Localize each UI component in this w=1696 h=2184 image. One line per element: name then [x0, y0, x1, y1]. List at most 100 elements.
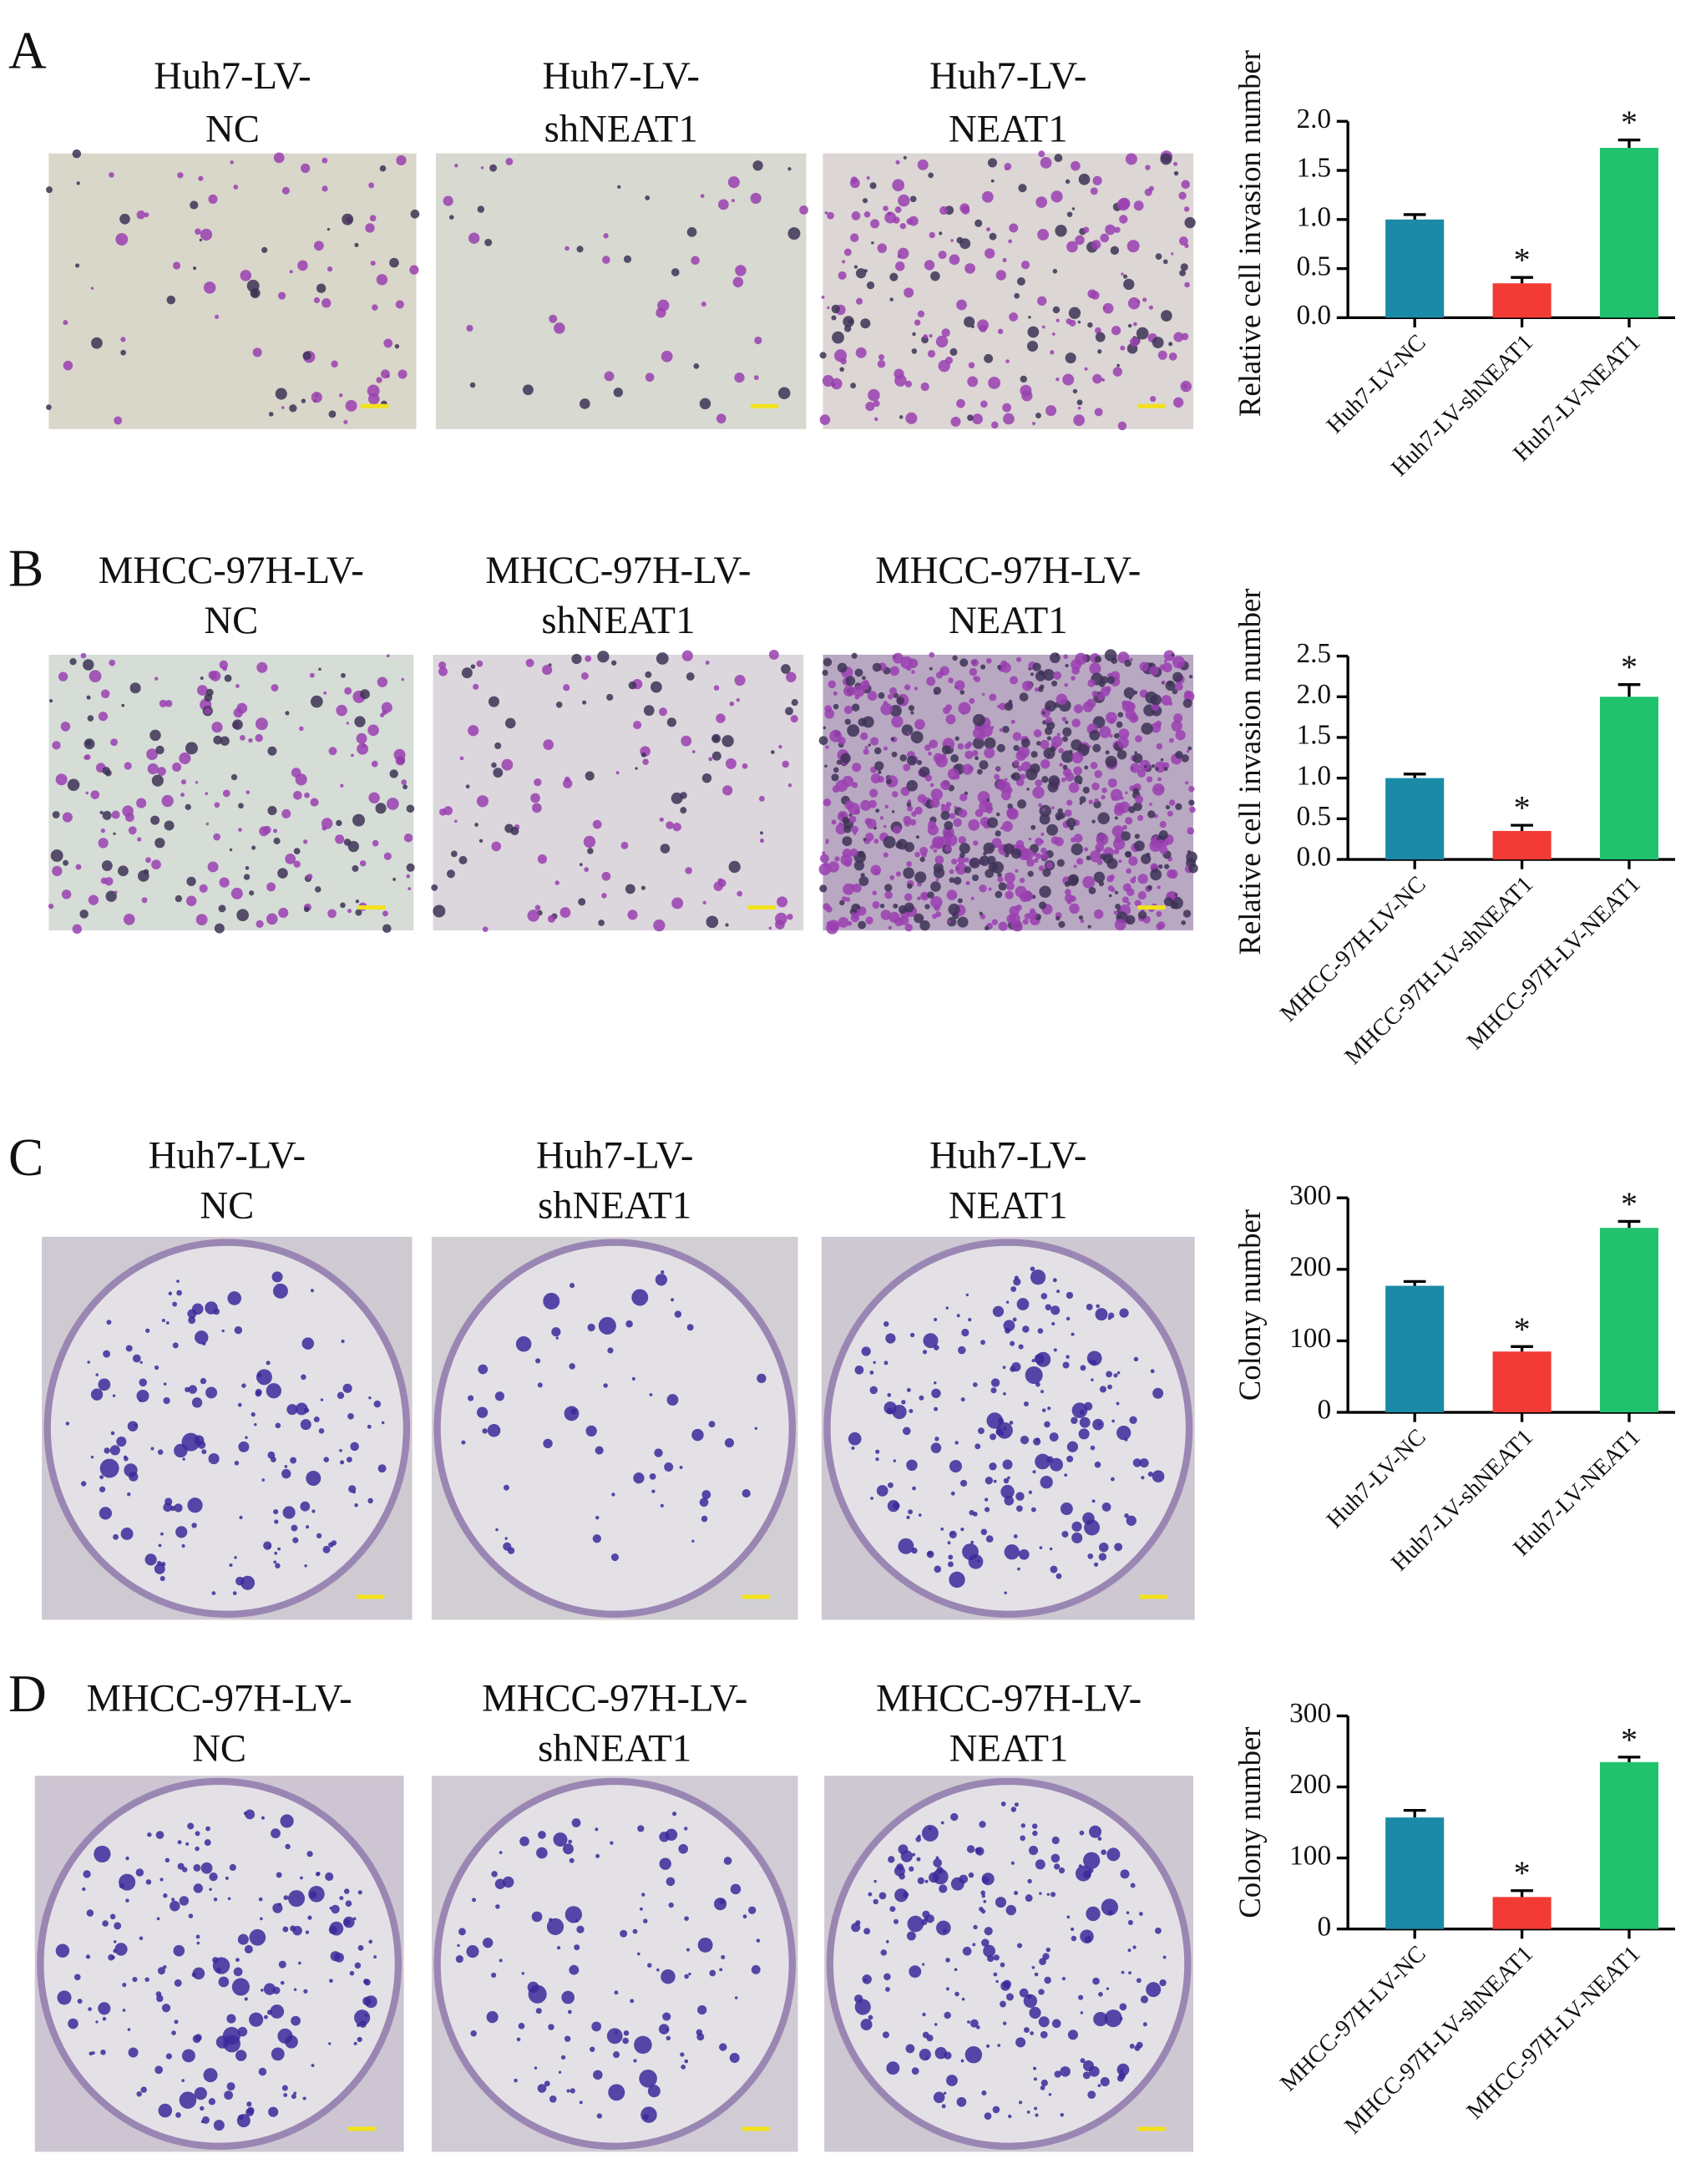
stain-dot — [234, 1556, 237, 1559]
stain-dot — [679, 1466, 683, 1469]
stain-dot — [132, 1354, 141, 1363]
error-bar — [1511, 1889, 1533, 1898]
stain-dot — [1062, 1361, 1070, 1369]
stain-dot — [195, 2034, 202, 2041]
stain-dot — [109, 1913, 116, 1920]
stain-dot — [1122, 274, 1128, 279]
stain-dot — [869, 1386, 878, 1395]
stain-dot — [947, 1541, 951, 1545]
bar — [1492, 1351, 1552, 1413]
stain-dot — [1141, 1476, 1145, 1480]
stain-dot — [1046, 823, 1058, 836]
stain-dot — [985, 657, 992, 664]
stain-dot — [932, 914, 938, 920]
stain-dot — [984, 1507, 990, 1513]
stain-dot — [113, 832, 116, 835]
stain-dot — [1080, 1365, 1086, 1371]
stain-dot — [688, 1972, 691, 1976]
stain-dot — [777, 387, 791, 400]
stain-dot — [1086, 698, 1096, 708]
stain-dot — [1128, 696, 1132, 700]
stain-dot — [316, 283, 327, 293]
stain-dot — [691, 750, 696, 753]
scale-bar — [1137, 403, 1166, 408]
image-title: NC — [204, 599, 258, 642]
stain-dot — [273, 1508, 279, 1515]
stain-dot — [945, 1987, 949, 1991]
stain-dot — [254, 1423, 257, 1426]
stain-dot — [1165, 804, 1171, 810]
stain-dot — [267, 746, 277, 756]
stain-dot — [514, 2078, 518, 2083]
stain-dot — [873, 1879, 877, 1883]
stain-dot — [868, 388, 880, 402]
stain-dot — [691, 1539, 695, 1543]
stain-dot — [979, 760, 989, 770]
stain-dot — [920, 382, 929, 392]
stain-dot — [873, 839, 879, 844]
stain-dot — [173, 1944, 185, 1957]
stain-dot — [760, 831, 763, 835]
stain-dot — [1039, 885, 1051, 898]
stain-dot — [719, 1968, 723, 1972]
stain-dot — [1055, 225, 1067, 237]
stain-dot — [1156, 839, 1165, 848]
stain-dot — [86, 1909, 94, 1917]
stain-dot — [1160, 758, 1164, 762]
stain-dot — [229, 1563, 233, 1568]
stain-dot — [684, 1827, 688, 1831]
stain-dot — [997, 328, 1004, 335]
stain-dot — [1189, 674, 1193, 679]
stain-dot — [354, 1962, 362, 1969]
stain-dot — [583, 835, 596, 849]
stain-dot — [883, 1321, 889, 1327]
stain-dot — [525, 658, 534, 667]
stain-dot — [123, 914, 135, 925]
stain-dot — [300, 1876, 303, 1880]
stain-dot — [818, 736, 828, 746]
stain-dot — [1134, 751, 1137, 754]
stain-dot — [386, 654, 390, 658]
stain-dot — [879, 816, 884, 820]
stain-dot — [954, 863, 967, 875]
stain-dot — [1090, 762, 1098, 769]
stain-dot — [110, 738, 118, 747]
stain-dot — [681, 650, 693, 661]
stain-dot — [1048, 775, 1061, 787]
stain-dot — [868, 743, 871, 747]
stain-dot — [191, 1397, 203, 1408]
stain-dot — [62, 812, 73, 823]
stain-dot — [237, 2026, 248, 2037]
stain-dot — [160, 1532, 164, 1536]
stain-dot — [924, 904, 930, 910]
stain-dot — [1113, 910, 1118, 915]
stain-dot — [587, 1323, 595, 1332]
stain-dot — [115, 233, 129, 246]
x-tick-label: MHCC-97H-LV-shNEAT1 — [1340, 871, 1538, 1069]
stain-dot — [236, 909, 249, 922]
stain-dot — [1150, 396, 1157, 403]
stain-dot — [827, 306, 830, 310]
stain-dot — [1003, 843, 1015, 854]
stain-dot — [128, 2047, 139, 2058]
stain-dot — [1046, 736, 1052, 741]
stain-dot — [1094, 1461, 1101, 1468]
stain-dot — [959, 1479, 968, 1487]
stain-dot — [914, 871, 927, 884]
stain-dot — [1152, 1387, 1164, 1399]
stain-dot — [1149, 666, 1159, 676]
stain-dot — [569, 1363, 575, 1370]
stain-dot — [972, 1943, 976, 1947]
stain-dot — [1060, 2113, 1065, 2117]
stain-dot — [1080, 2058, 1086, 2064]
stain-dot — [1034, 2106, 1038, 2111]
stain-dot — [861, 676, 866, 681]
stain-dot — [934, 1406, 939, 1411]
stain-dot — [401, 779, 408, 785]
stain-dot — [353, 2041, 357, 2045]
stain-dot — [1130, 877, 1137, 884]
stain-dot — [232, 1591, 237, 1596]
stain-dot — [316, 1533, 322, 1539]
stain-dot — [893, 1918, 899, 1924]
stain-dot — [954, 680, 965, 691]
